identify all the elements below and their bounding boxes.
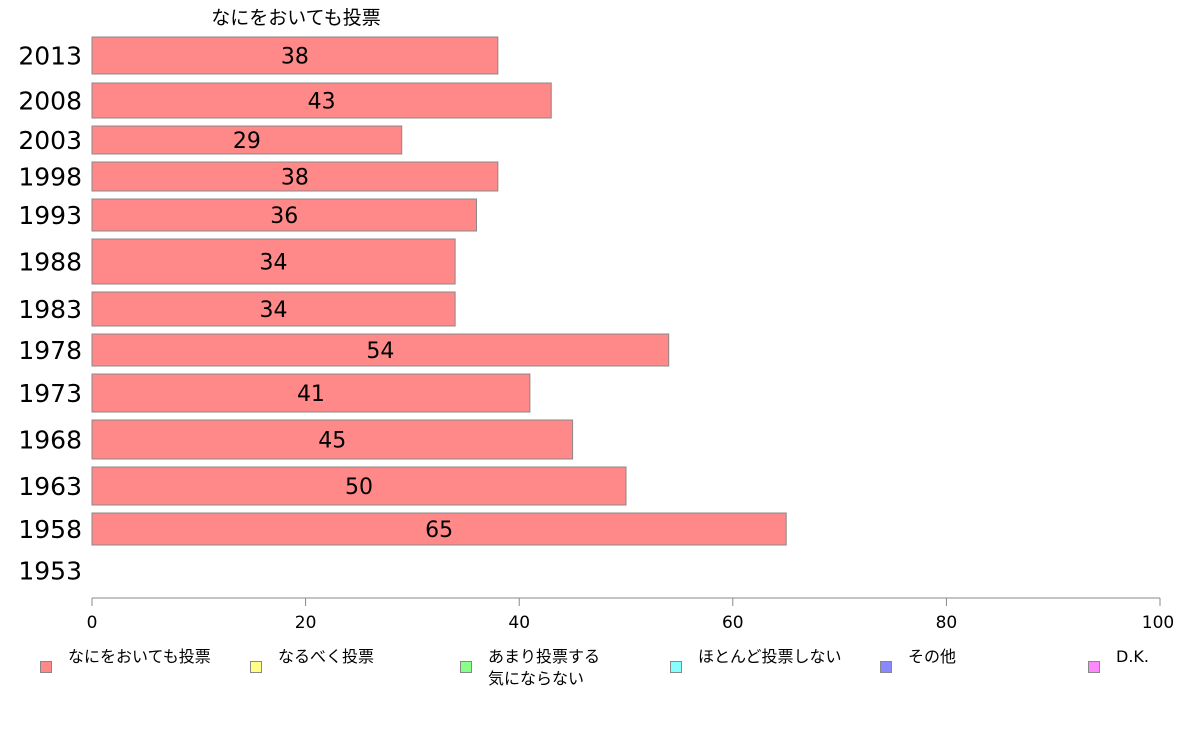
category-label: 2008 [18, 87, 82, 116]
x-tick-label: 100 [1142, 613, 1174, 633]
data-label: 34 [260, 251, 288, 276]
legend-item: あまり投票する 気にならない [460, 646, 600, 690]
bar [91, 198, 477, 232]
bar [91, 512, 787, 546]
legend-label: なるべく投票 [278, 647, 375, 666]
data-label: 54 [366, 339, 394, 364]
legend-swatch [460, 661, 472, 673]
category-label: 2003 [18, 126, 82, 155]
bars-group: 38 43 29 38 36 34 34 54 41 45 50 65 [91, 36, 787, 546]
legend-swatch [250, 661, 262, 673]
legend-swatch [40, 661, 52, 673]
data-label: 50 [345, 475, 373, 500]
x-tick-label: 0 [87, 613, 98, 633]
category-label: 1983 [18, 295, 82, 324]
x-tick-label: 80 [936, 613, 958, 633]
legend-label: なにをおいても投票 [68, 647, 211, 666]
bar [91, 161, 499, 192]
category-label: 1963 [18, 472, 82, 501]
legend-swatch [880, 661, 892, 673]
data-label: 38 [281, 166, 309, 191]
category-label: 1988 [18, 248, 82, 277]
data-label: 34 [260, 298, 288, 323]
bar [91, 291, 456, 327]
category-label: 2013 [18, 42, 82, 71]
legend: なにをおいても投票 なるべく投票 あまり投票する 気にならない ほとんど投票しな… [0, 646, 1188, 696]
category-label: 1958 [18, 515, 82, 544]
category-label: 1953 [18, 557, 82, 586]
legend-swatch [670, 661, 682, 673]
legend-item: なるべく投票 [250, 646, 374, 673]
bar [91, 333, 670, 367]
legend-item: D.K. [1088, 646, 1149, 673]
bar [91, 125, 403, 155]
legend-label: D.K. [1116, 647, 1149, 666]
bar [91, 373, 531, 413]
category-label: 1978 [18, 336, 82, 365]
data-label: 65 [425, 518, 453, 543]
bar [91, 36, 499, 75]
category-label: 1973 [18, 379, 82, 408]
legend-swatch [1088, 661, 1100, 673]
legend-label: ほとんど投票しない [698, 647, 842, 666]
data-label: 41 [297, 382, 325, 407]
legend-item: ほとんど投票しない [670, 646, 842, 673]
x-tick-label: 20 [295, 613, 317, 633]
category-labels: 2013 2008 2003 1998 1993 1988 1983 1978 1973 1968… [18, 42, 82, 586]
chart-title: なにをおいても投票 [211, 7, 380, 29]
legend-item: なにをおいても投票 [40, 646, 211, 673]
data-label: 36 [270, 204, 298, 229]
category-label: 1968 [18, 426, 82, 455]
legend-item: その他 [880, 646, 956, 673]
legend-label: あまり投票する 気にならない [488, 647, 601, 688]
x-tick-label: 60 [722, 613, 744, 633]
legend-label: その他 [908, 647, 957, 666]
data-label: 38 [281, 45, 309, 70]
x-tick-label: 40 [508, 613, 530, 633]
x-axis: 0 20 40 60 80 100 [87, 597, 1174, 633]
category-label: 1998 [18, 163, 82, 192]
bar [91, 466, 627, 506]
bar [91, 82, 552, 119]
bar [91, 419, 574, 460]
data-label: 43 [308, 90, 336, 115]
data-label: 29 [233, 129, 261, 154]
bar [91, 238, 456, 285]
category-label: 1993 [18, 201, 82, 230]
data-label: 45 [318, 429, 346, 454]
